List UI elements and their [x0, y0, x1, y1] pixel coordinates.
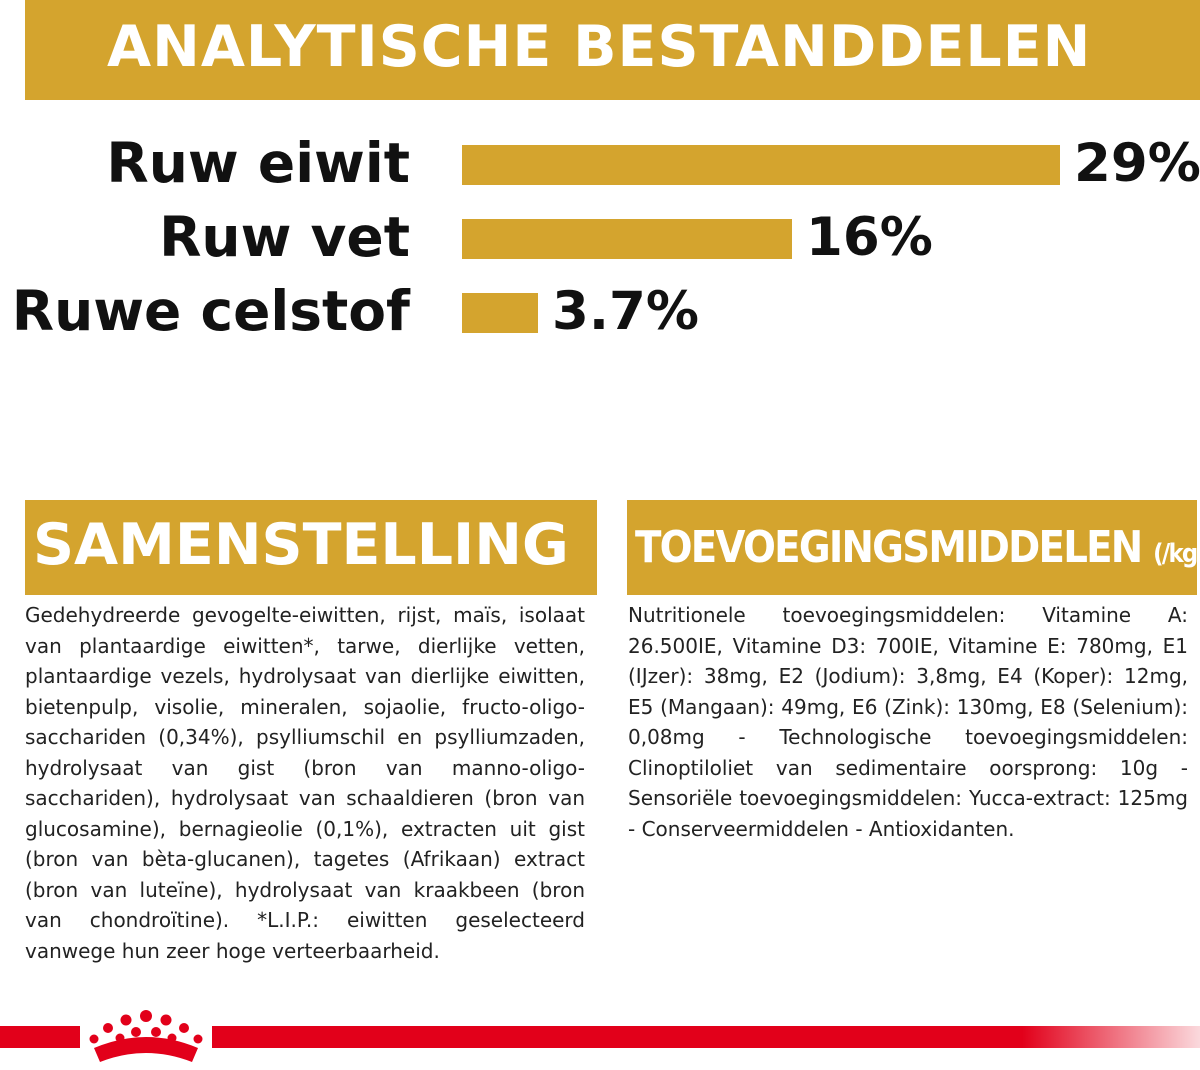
bar [462, 219, 792, 259]
additives-title-unit: (/kg) [1153, 539, 1200, 569]
bar [462, 293, 538, 333]
crown-icon [80, 1004, 212, 1070]
bar-label: Ruwe celstof [0, 279, 410, 343]
additives-title-main: TOEVOEGINGSMIDDELEN [635, 522, 1141, 573]
bar-label: Ruw eiwit [0, 131, 410, 195]
title-banner: ANALYTISCHE BESTANDDELEN [25, 0, 1200, 100]
bar-value-label: 29% [1074, 133, 1200, 194]
composition-text: Gedehydreerde gevogelte-eiwitten, rijst,… [25, 600, 585, 966]
additives-text: Nutritionele toevoegingsmiddelen: Vitami… [628, 600, 1188, 844]
additives-title: TOEVOEGINGSMIDDELEN (/kg) [635, 522, 1200, 573]
additives-header: TOEVOEGINGSMIDDELEN (/kg) [627, 500, 1197, 595]
bar-value-label: 16% [806, 207, 933, 268]
bar-value-label: 3.7% [552, 281, 699, 342]
footer-line-left [0, 1026, 80, 1048]
footer-line-right [212, 1026, 1200, 1048]
composition-title: SAMENSTELLING [33, 512, 569, 578]
bar [462, 145, 1060, 185]
bar-label: Ruw vet [0, 205, 410, 269]
composition-header: SAMENSTELLING [25, 500, 597, 595]
page-title: ANALYTISCHE BESTANDDELEN [107, 14, 1091, 80]
